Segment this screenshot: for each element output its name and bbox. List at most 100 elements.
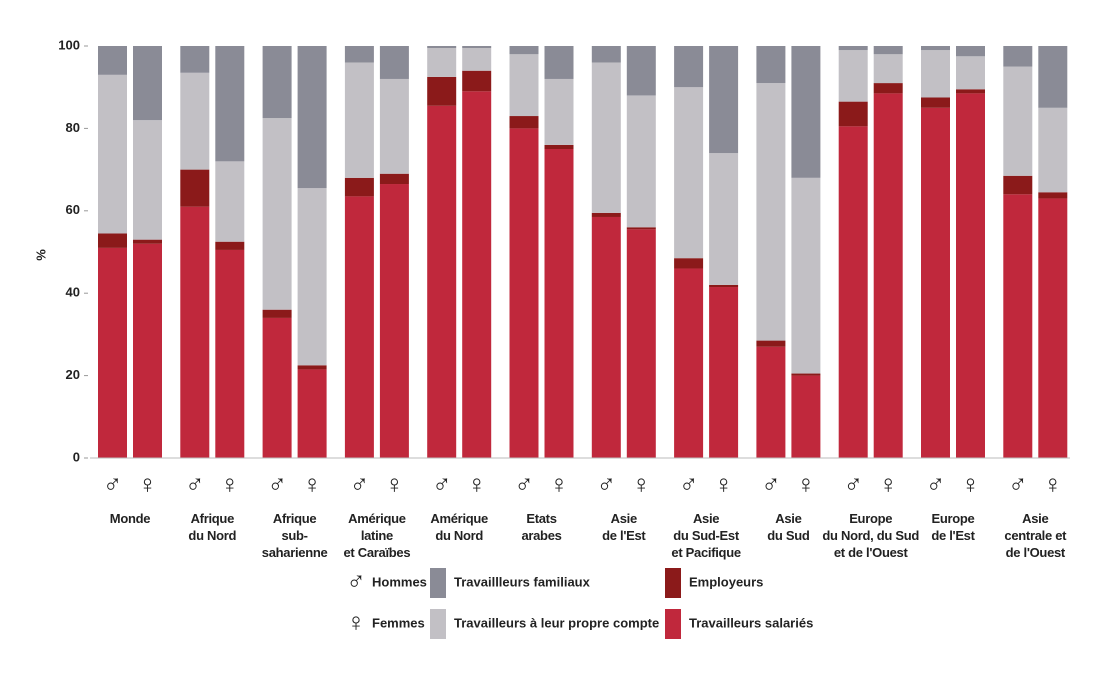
bar-segment: [956, 89, 985, 94]
bar-segment: [180, 169, 210, 207]
bar-segment: [509, 128, 539, 458]
x-tick-label: Amérique du Nord: [430, 511, 488, 543]
bar-segment: [591, 216, 621, 458]
legend-label: Travaillleurs familiaux: [454, 574, 591, 589]
bar-segment: [1003, 175, 1033, 195]
bar-segment: [98, 46, 127, 75]
bar-segment: [133, 46, 162, 121]
sex-symbol: ♀: [632, 469, 652, 499]
bar-segment: [709, 46, 739, 154]
x-tick-label: Europe de l'Est: [931, 511, 975, 543]
sex-symbol: ♀: [878, 469, 898, 499]
bar-segment: [98, 233, 127, 248]
bar-segment: [1038, 192, 1068, 199]
bar-segment: [838, 126, 868, 458]
bar-segment: [956, 46, 985, 57]
sex-symbol: ♀: [302, 469, 322, 499]
sex-symbol: ♀: [467, 469, 487, 499]
legend-label: Employeurs: [689, 574, 763, 589]
y-tick-label: 80: [66, 120, 80, 135]
bar-segment: [133, 239, 162, 244]
bar-segment: [180, 206, 210, 458]
legend-label: Femmes: [372, 615, 425, 630]
y-tick-label: 20: [66, 367, 80, 382]
y-tick-label: 40: [66, 285, 80, 300]
bar-segment: [921, 97, 950, 108]
bar-segment: [379, 184, 409, 458]
bar-segment: [427, 48, 457, 77]
bar-segment: [626, 46, 656, 96]
bar-segment: [297, 369, 327, 458]
bar-segment: [379, 46, 409, 79]
bar-segment: [674, 46, 704, 88]
bar-segment: [956, 56, 985, 90]
bar-segment: [215, 241, 245, 250]
legend-label: Travailleurs à leur propre compte: [454, 615, 659, 630]
sex-symbol: ♂: [597, 469, 617, 499]
bar-segment: [462, 46, 492, 49]
bar-segment: [462, 91, 492, 458]
sex-symbol: ♂: [350, 469, 370, 499]
bar-segment: [544, 78, 574, 145]
sex-symbol: ♂: [185, 469, 205, 499]
bar-segment: [921, 46, 950, 51]
bar-segment: [1003, 66, 1033, 176]
bar-segment: [297, 46, 327, 189]
legend-label: Travailleurs salariés: [689, 615, 813, 630]
bar-segment: [709, 287, 739, 458]
legend-swatch: [665, 568, 681, 598]
sex-symbol: ♀: [961, 469, 981, 499]
bar-segment: [591, 212, 621, 217]
bar-segment: [462, 70, 492, 92]
bar-segment: [756, 346, 786, 458]
bar-segment: [344, 62, 374, 178]
bar-segment: [262, 309, 292, 318]
bar-segment: [180, 46, 210, 73]
bar-segment: [509, 46, 539, 55]
bar-segment: [838, 50, 868, 102]
bar-segment: [297, 365, 327, 370]
sex-symbol: ♂: [679, 469, 699, 499]
bar-segment: [709, 284, 739, 288]
legend-symbol: ♀: [346, 607, 366, 637]
sex-symbol: ♂: [267, 469, 287, 499]
bar-segment: [344, 196, 374, 458]
bar-segment: [791, 375, 821, 458]
bar-segment: [1038, 198, 1068, 458]
sex-symbol: ♀: [714, 469, 734, 499]
bar-segment: [674, 258, 704, 269]
x-tick-label: Asie du Sud: [767, 511, 810, 543]
bar-segment: [709, 153, 739, 285]
sex-symbol: ♂: [432, 469, 452, 499]
bar-segment: [756, 340, 786, 347]
bar-segment: [98, 74, 127, 234]
bar-segment: [1003, 46, 1033, 67]
bar-segment: [674, 268, 704, 458]
sex-symbol: ♀: [385, 469, 405, 499]
bar-segment: [1038, 107, 1068, 193]
bar-segment: [791, 46, 821, 178]
sex-symbol: ♂: [514, 469, 534, 499]
y-tick-label: 60: [66, 202, 80, 217]
bar-segment: [98, 247, 127, 458]
bar-segment: [838, 46, 868, 51]
x-tick-label: Monde: [109, 511, 151, 526]
bar-segment: [1038, 46, 1068, 108]
y-tick-label: 100: [58, 37, 80, 52]
x-tick-label: Amérique latine et Caraïbes: [343, 511, 411, 560]
sex-symbol: ♂: [103, 469, 123, 499]
bar-segment: [873, 83, 903, 94]
sex-symbol: ♀: [220, 469, 240, 499]
sex-symbol: ♀: [1043, 469, 1063, 499]
bar-segment: [626, 95, 656, 228]
bar-segment: [262, 118, 292, 310]
bar-segment: [921, 50, 950, 98]
x-tick-label: Asie centrale et de l'Ouest: [1004, 511, 1067, 560]
bar-segment: [509, 116, 539, 129]
bar-segment: [544, 149, 574, 458]
x-tick-label: Asie du Sud-Est et Pacifique: [671, 511, 741, 560]
sex-symbol: ♂: [761, 469, 781, 499]
bar-segment: [180, 72, 210, 170]
x-tick-label: Etats arabes: [521, 511, 562, 543]
